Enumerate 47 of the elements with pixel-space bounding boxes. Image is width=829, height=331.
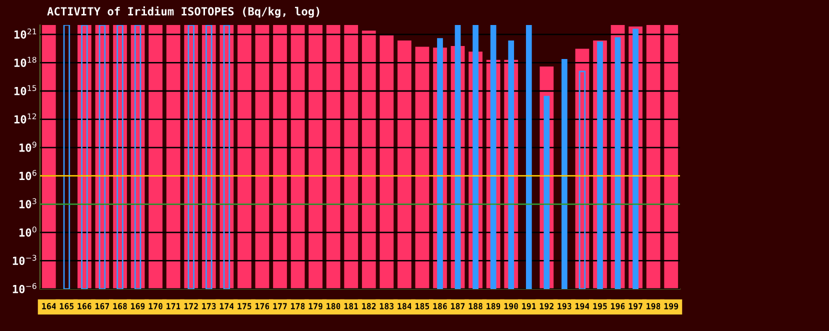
x-tick-label: 178 (291, 303, 305, 310)
x-tick-label: 191 (522, 303, 536, 310)
x-tick-label: 198 (646, 303, 660, 310)
y-tick-label: 10$^{−6}$ (12, 283, 36, 294)
x-tick-label: 173 (202, 303, 216, 310)
x-tick-label: 193 (558, 303, 572, 310)
y-tick-label: 10$^{0}$ (19, 226, 36, 237)
x-tick-label: 172 (184, 303, 198, 310)
y-tick-label: 10$^{15}$ (14, 85, 36, 96)
x-tick-label: 169 (131, 303, 145, 310)
x-tick-label: 177 (273, 303, 287, 310)
x-tick-label: 171 (166, 303, 180, 310)
x-tick-label: 180 (326, 303, 340, 310)
x-tick-label: 186 (433, 303, 448, 310)
y-tick-label: 10$^{12}$ (14, 113, 36, 124)
x-tick-label: 176 (255, 303, 270, 310)
x-tick-label: 166 (78, 303, 92, 310)
x-tick-label: 188 (468, 303, 483, 310)
x-tick-label: 167 (95, 303, 110, 310)
y-tick-label: 10$^{6}$ (19, 170, 36, 180)
y-tick-label: 10$^{3}$ (19, 198, 36, 208)
x-tick-label: 179 (308, 303, 323, 310)
x-tick-label: 187 (451, 303, 465, 310)
x-tick-label: 199 (664, 303, 678, 310)
chart-title: ACTIVITY of Iridium ISOTOPES (Bq/kg, log) (47, 6, 320, 18)
x-tick-label: 196 (611, 303, 625, 310)
x-tick-label: 182 (362, 303, 376, 310)
x-tick-label: 190 (504, 303, 518, 310)
x-tick-label: 192 (540, 303, 554, 310)
x-tick-label: 184 (398, 303, 412, 310)
x-tick-label: 183 (380, 303, 394, 310)
x-tick-label: 170 (148, 303, 163, 310)
x-tick-label: 175 (238, 303, 252, 310)
x-tick-label: 185 (415, 303, 430, 310)
x-tick-label: 195 (593, 303, 607, 310)
x-tick-label: 164 (42, 303, 56, 310)
x-tick-label: 168 (113, 303, 127, 310)
y-tick-label: 10$^{18}$ (14, 56, 36, 68)
y-tick-label: 10$^{21}$ (14, 28, 36, 39)
x-tick-label: 165 (60, 303, 74, 310)
x-tick-label: 181 (344, 303, 358, 310)
x-tick-label: 197 (628, 303, 642, 310)
x-tick-label: 174 (220, 303, 234, 310)
x-tick-label: 189 (486, 303, 500, 310)
x-tick-label: 194 (575, 303, 590, 310)
y-tick-label: 10$^{9}$ (19, 142, 36, 152)
y-tick-label: 10$^{−3}$ (12, 254, 36, 266)
